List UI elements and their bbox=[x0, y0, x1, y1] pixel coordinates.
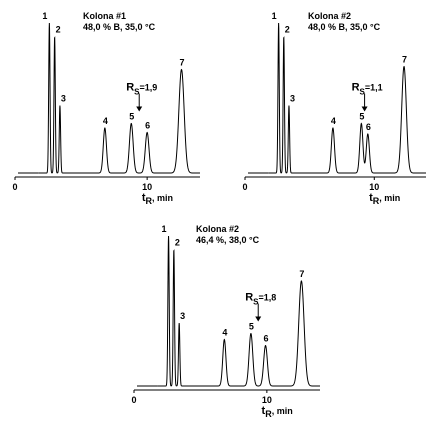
x-tick-label-0: 0 bbox=[12, 182, 17, 192]
peak-label-4: 4 bbox=[222, 328, 227, 338]
resolution-label: RS=1,1 bbox=[352, 82, 383, 97]
x-axis-label: tR, min bbox=[262, 405, 293, 419]
peak-label-5: 5 bbox=[249, 322, 254, 332]
peak-label-7: 7 bbox=[299, 269, 304, 279]
peak-label-5: 5 bbox=[129, 112, 134, 122]
resolution-annotation: RS=1,1 bbox=[352, 82, 383, 112]
x-tick-label-0: 0 bbox=[242, 182, 247, 192]
chromatogram-trace bbox=[157, 235, 320, 387]
peak-label-2: 2 bbox=[175, 238, 180, 248]
peak-label-5: 5 bbox=[359, 112, 364, 122]
panel-title: Kolona #2 bbox=[308, 11, 351, 21]
x-tick-label-10: 10 bbox=[369, 182, 379, 192]
peak-label-3: 3 bbox=[61, 94, 66, 104]
resolution-annotation: RS=1,8 bbox=[245, 292, 276, 322]
resolution-arrow-head bbox=[361, 106, 368, 112]
peak-label-7: 7 bbox=[180, 58, 185, 68]
peak-label-4: 4 bbox=[331, 116, 336, 126]
peak-label-1: 1 bbox=[272, 11, 277, 21]
peak-label-2: 2 bbox=[285, 25, 290, 35]
peak-label-6: 6 bbox=[366, 122, 371, 132]
panel-title: Kolona #1 bbox=[83, 11, 126, 21]
resolution-annotation: RS=1,9 bbox=[126, 82, 157, 112]
resolution-label: RS=1,8 bbox=[245, 292, 276, 307]
x-axis-label: tR, min bbox=[142, 192, 173, 206]
panel-title: Kolona #2 bbox=[196, 224, 239, 234]
peak-label-3: 3 bbox=[290, 94, 295, 104]
resolution-arrow-head bbox=[255, 316, 262, 322]
peak-label-1: 1 bbox=[42, 11, 47, 21]
resolution-arrow-head bbox=[136, 106, 143, 112]
chromatogram-trace bbox=[38, 22, 200, 174]
x-tick-label-10: 10 bbox=[142, 182, 152, 192]
x-tick-label-10: 10 bbox=[262, 395, 272, 405]
panel-subtitle: 48,0 % B, 35,0 °C bbox=[308, 22, 381, 32]
peak-label-6: 6 bbox=[264, 334, 269, 344]
x-axis-label: tR, min bbox=[369, 192, 400, 206]
peak-label-4: 4 bbox=[103, 116, 108, 126]
peak-label-7: 7 bbox=[402, 55, 407, 65]
resolution-label: RS=1,9 bbox=[126, 82, 157, 97]
peak-label-3: 3 bbox=[180, 311, 185, 321]
peak-label-1: 1 bbox=[162, 224, 167, 234]
panel-subtitle: 48,0 % B, 35,0 °C bbox=[83, 22, 156, 32]
panel-subtitle: 46,4 %, 38,0 °C bbox=[196, 235, 260, 245]
peak-label-2: 2 bbox=[56, 25, 61, 35]
chromatogram-trace bbox=[268, 22, 426, 174]
peak-label-6: 6 bbox=[145, 121, 150, 131]
chromatogram-panel-1: 0 10 12 3 4 5 6 7 Kolona #148,0 % B, 35,0 °C RS=1… bbox=[12, 11, 200, 206]
x-tick-label-0: 0 bbox=[131, 395, 136, 405]
